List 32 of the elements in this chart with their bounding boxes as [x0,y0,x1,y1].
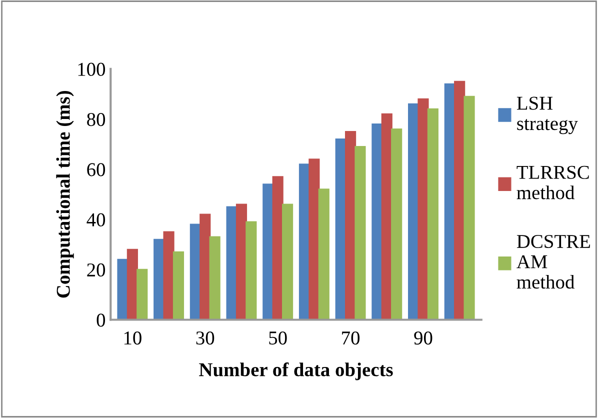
bar [163,231,174,320]
bar [427,108,438,320]
legend-label: LSH strategy [516,96,578,134]
bar [418,98,429,320]
x-tick-label: 50 [269,331,287,345]
y-axis-title: Computational time (ms) [56,90,74,298]
legend-label: DCSTREAM method [516,234,590,289]
x-tick-label: 30 [196,331,214,345]
bar [354,146,366,320]
bar [136,268,148,320]
bar [209,236,220,320]
bar [372,123,383,320]
bar [391,128,402,320]
x-tick-label: 10 [124,331,142,345]
y-tick-label: 0 [96,314,106,327]
bar [262,184,274,320]
y-tick-label: 40 [86,213,106,226]
y-tick-label: 60 [87,163,106,176]
x-tick-label: 70 [342,331,360,345]
y-tick-label: 80 [87,112,106,126]
y-tick-label: 20 [87,263,106,277]
legend-label: TLRRSC method [516,166,589,200]
bar [246,221,257,320]
bar [318,188,330,320]
x-tick-label: 90 [414,331,432,345]
x-axis-title: Number of data objects [199,362,393,380]
bar [200,214,211,320]
bar [172,251,184,320]
bar [308,158,320,320]
y-tick-label: 100 [78,62,106,76]
bar [282,204,294,320]
bar [464,96,475,320]
